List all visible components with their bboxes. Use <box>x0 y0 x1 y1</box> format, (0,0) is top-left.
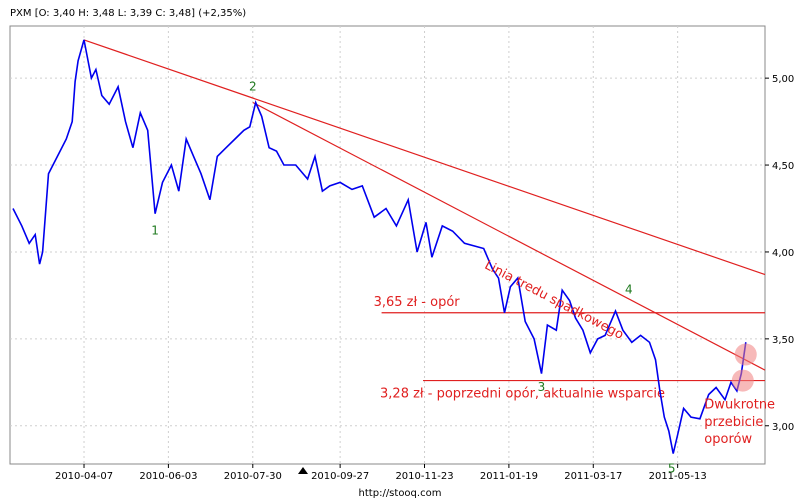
x-tick-label: 2010-09-27 <box>311 471 369 482</box>
ticker-header: PXM [O: 3,40 H: 3,48 L: 3,39 C: 3,48] (+… <box>10 8 246 19</box>
y-tick-label: 3,00 <box>772 422 794 433</box>
x-tick-label: 2010-04-07 <box>55 471 113 482</box>
breakout-note-line: oporów <box>704 432 752 447</box>
source-footer: http://stooq.com <box>359 488 442 499</box>
wave-label: 4 <box>625 283 633 297</box>
breakout-note-line: przebicie <box>704 415 763 430</box>
x-tick-label: 2011-03-17 <box>564 471 622 482</box>
level-label: 3,28 zł - poprzedni opór, aktualnie wspa… <box>380 387 665 402</box>
breakout-highlight <box>731 369 754 392</box>
trend-line <box>83 39 766 276</box>
wave-label: 3 <box>538 380 546 394</box>
breakout-highlight <box>734 343 757 366</box>
y-tick-label: 4,50 <box>772 161 794 172</box>
x-tick-label: 2010-11-23 <box>395 471 453 482</box>
x-tick-label: 2011-01-19 <box>480 471 538 482</box>
y-tick-label: 5,00 <box>772 74 794 85</box>
trend-and-level-lines: 3,65 zł - opór 3,28 zł - poprzedni opór, … <box>83 39 766 402</box>
scroll-marker-icon[interactable] <box>298 467 308 474</box>
breakout-note-line: Dwukrotne <box>704 397 775 412</box>
x-tick-label: 2011-05-13 <box>649 471 707 482</box>
y-tick-label: 4,00 <box>772 248 794 259</box>
gridlines <box>10 26 765 464</box>
x-tick-label: 2010-06-03 <box>139 471 197 482</box>
axis-ticks: 3,00 3,50 4,00 4,50 5,00 2010-04-07 2010-06-03… <box>55 74 794 482</box>
plot-area <box>9 25 766 465</box>
wave-label: 5 <box>668 462 676 476</box>
wave-label: 2 <box>249 79 257 93</box>
wave-label: 1 <box>151 224 159 238</box>
x-tick-label: 2010-07-30 <box>224 471 282 482</box>
y-tick-label: 3,50 <box>772 335 794 346</box>
trend-line <box>252 101 766 371</box>
price-series-line <box>12 39 747 454</box>
level-label: 3,65 zł - opór <box>374 295 461 310</box>
